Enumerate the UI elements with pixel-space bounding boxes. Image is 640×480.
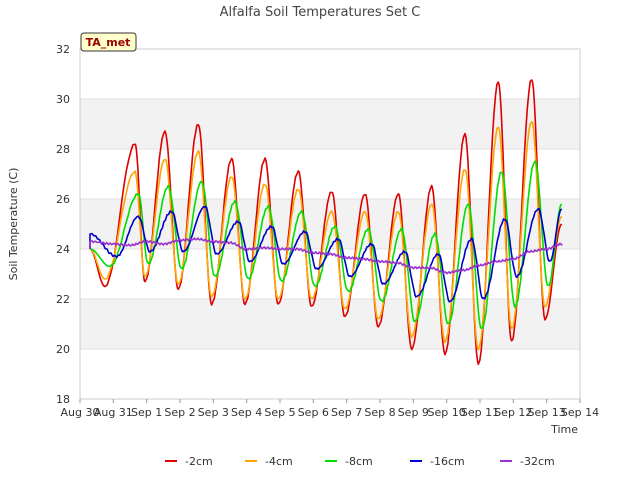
ta-met-badge: TA_met	[80, 32, 137, 52]
legend-label: -32cm	[520, 455, 555, 468]
x-tick-label: Sep 10	[428, 406, 466, 419]
y-tick-label: 32	[56, 43, 70, 56]
y-tick-label: 26	[56, 193, 70, 206]
grid-bands	[80, 99, 580, 349]
x-tick-label: Sep 9	[398, 406, 429, 419]
y-tick-label: 30	[56, 93, 70, 106]
series-layer	[89, 79, 563, 366]
y-tick-label: 18	[56, 393, 70, 406]
chart-title: Alfalfa Soil Temperatures Set C	[220, 5, 421, 20]
x-tick-label: Sep 5	[264, 406, 295, 419]
legend: -2cm -4cm -8cm -16cm -32cm	[165, 455, 555, 468]
series-line-minus-32cm	[89, 237, 563, 275]
x-tick-label: Aug 30	[61, 406, 100, 419]
x-tick-label: Sep 4	[231, 406, 262, 419]
x-tick-label: Sep 8	[364, 406, 395, 419]
legend-label: -8cm	[345, 455, 373, 468]
x-tick-label: Aug 31	[94, 406, 133, 419]
y-axis-ticks: 18 20 22 24 26 28 30 32	[56, 43, 70, 406]
y-tick-label: 24	[56, 243, 70, 256]
x-tick-label: Sep 1	[131, 406, 162, 419]
x-tick-label: Sep 12	[494, 406, 532, 419]
x-tick-label: Sep 2	[164, 406, 195, 419]
ta-met-badge-box	[80, 32, 137, 52]
y-tick-label: 28	[56, 143, 70, 156]
ta-met-badge-label: TA_met	[86, 36, 131, 49]
legend-label: -4cm	[265, 455, 293, 468]
y-tick-label: 20	[56, 343, 70, 356]
x-tick-label: Sep 13	[528, 406, 566, 419]
y-axis-label: Soil Temperature (C)	[7, 168, 20, 281]
legend-label: -2cm	[185, 455, 213, 468]
x-tick-label: Sep 6	[298, 406, 329, 419]
x-tick-label: Sep 11	[461, 406, 499, 419]
legend-label: -16cm	[430, 455, 465, 468]
grid-band	[80, 99, 580, 149]
series-line-minus-4cm	[89, 121, 563, 351]
y-tick-label: 22	[56, 293, 70, 306]
plot-frame	[79, 48, 581, 400]
x-axis-label: Time	[550, 423, 578, 436]
grid-band	[80, 299, 580, 349]
x-tick-label: Sep 7	[331, 406, 362, 419]
x-tick-label: Sep 3	[198, 406, 229, 419]
x-tick-label: Sep 14	[561, 406, 599, 419]
